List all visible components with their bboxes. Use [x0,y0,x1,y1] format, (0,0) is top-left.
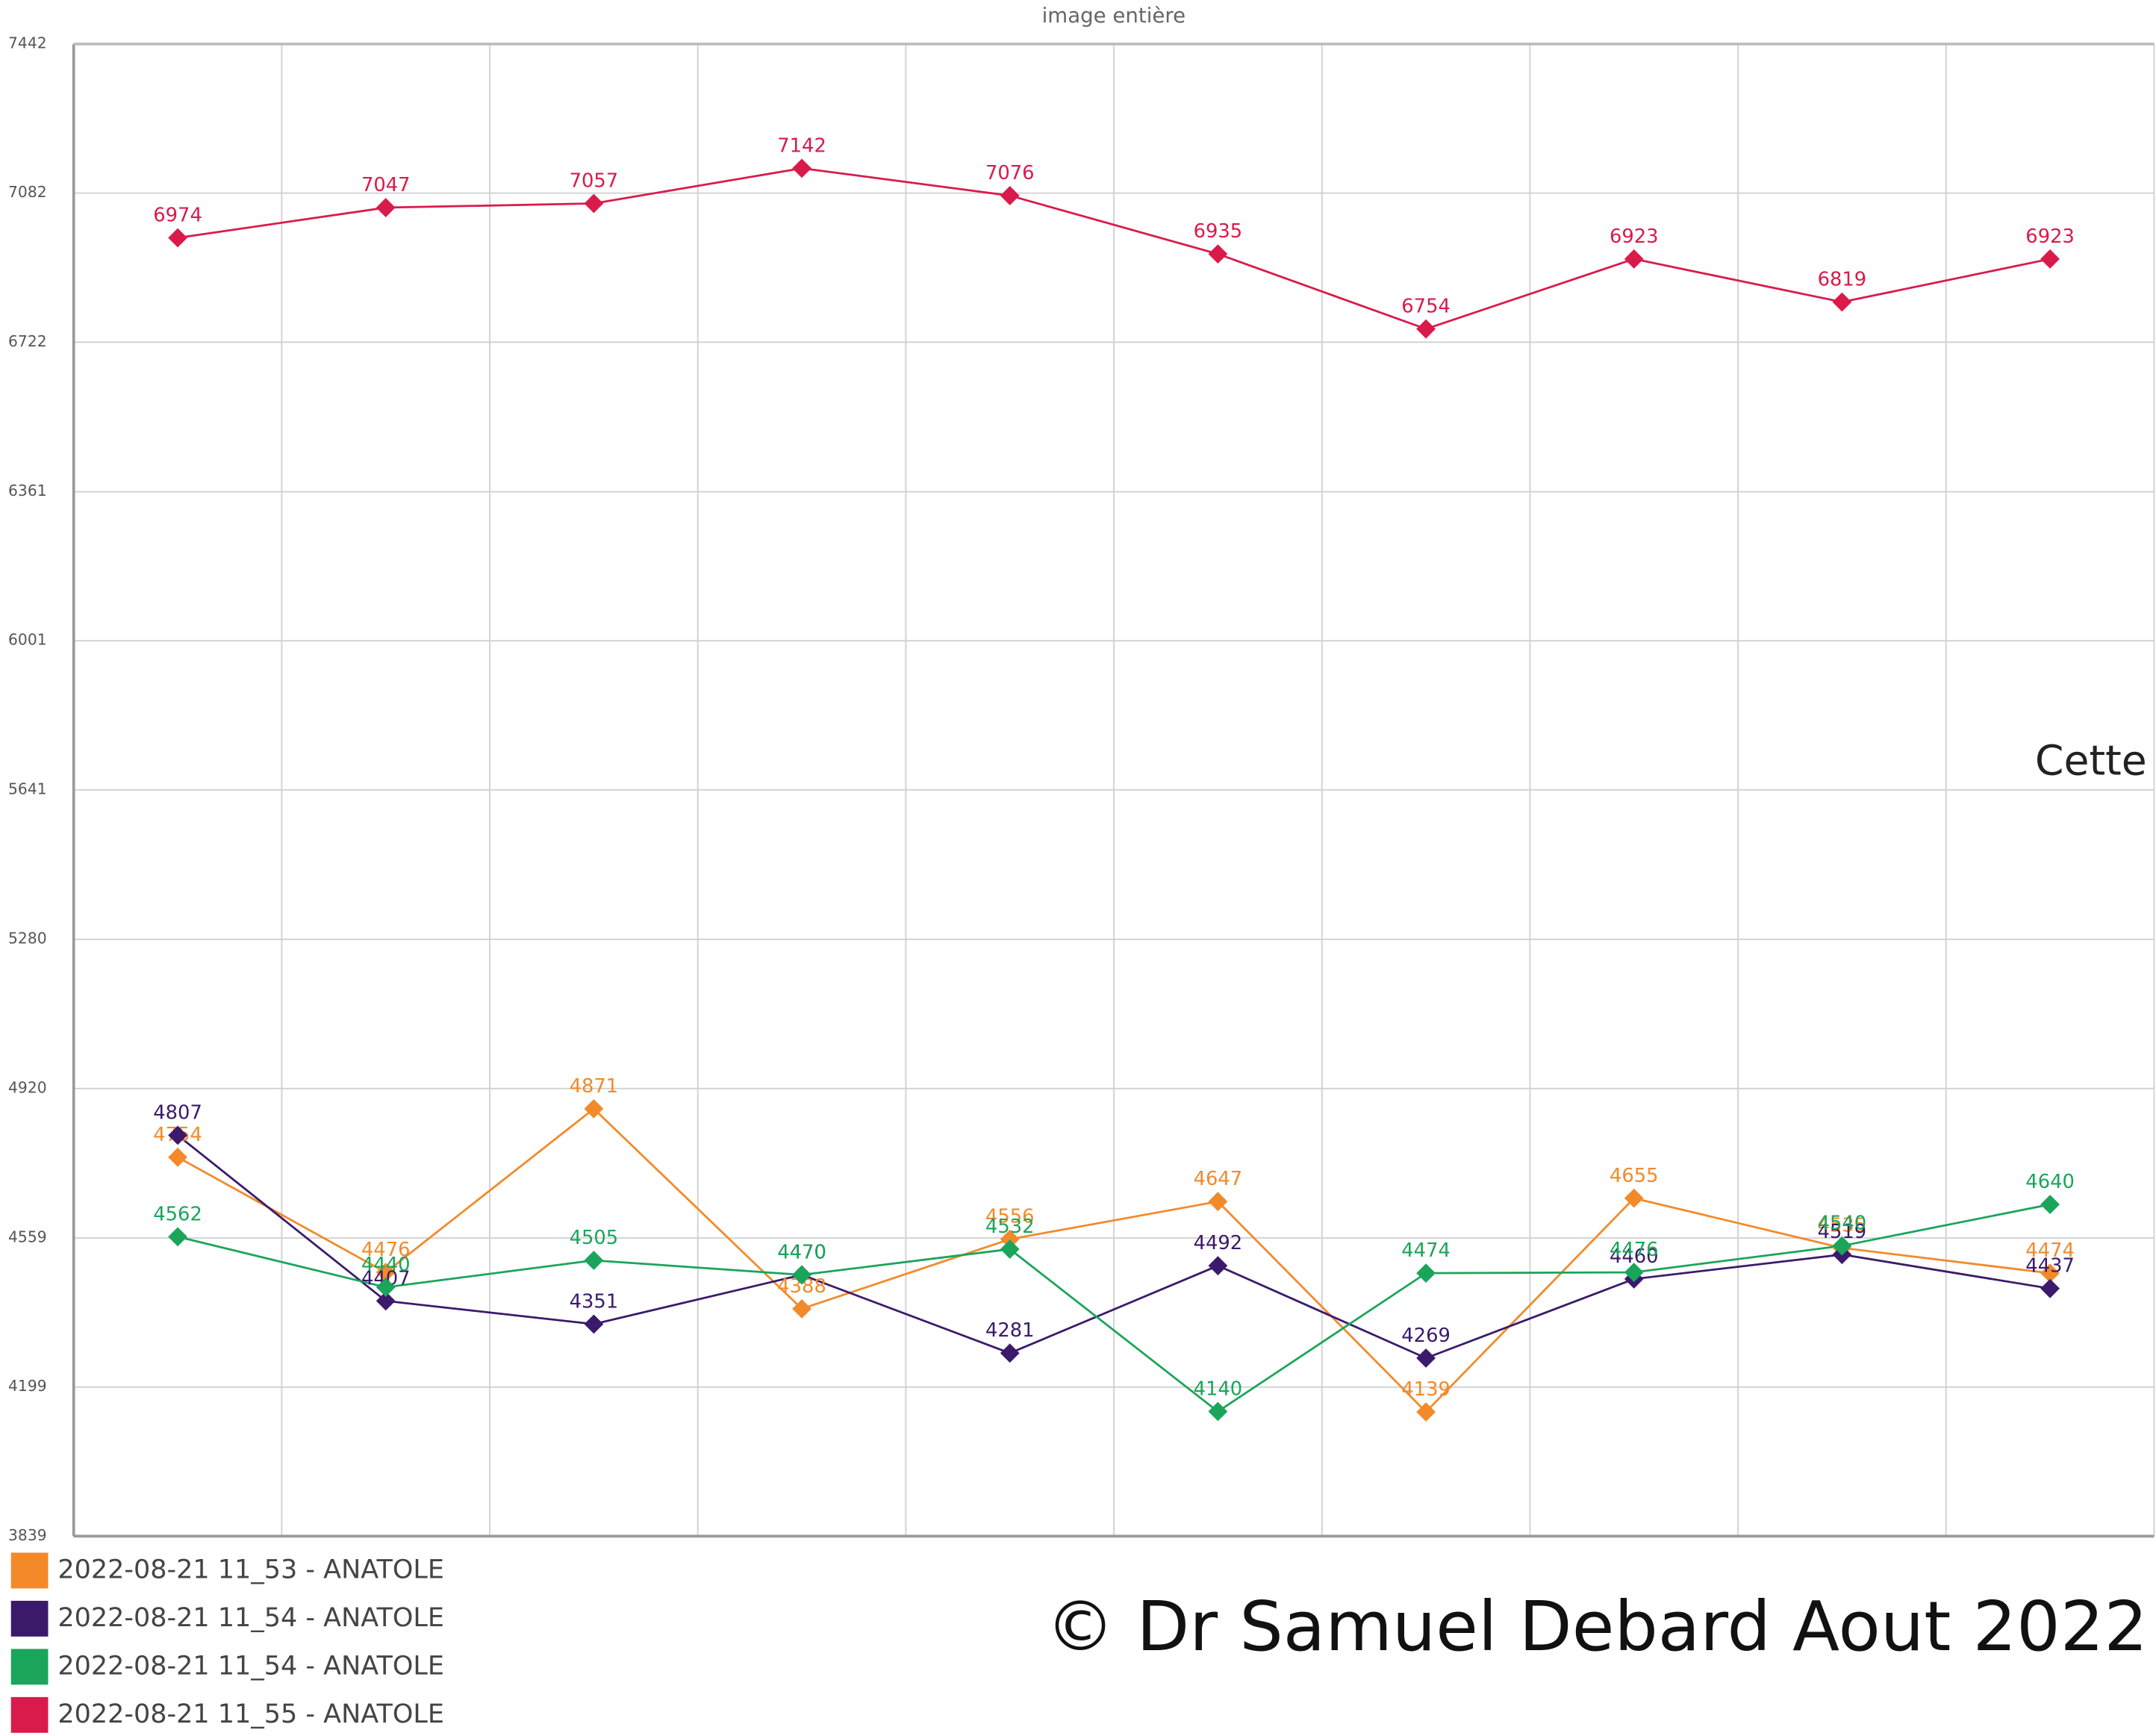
y-tick-label: 4920 [8,1078,47,1096]
y-tick-label: 5641 [8,780,47,797]
point-marker [1416,1402,1436,1422]
data-label: 4562 [153,1203,202,1225]
point-marker [792,158,811,178]
data-label: 4440 [361,1254,411,1276]
point-marker [1416,319,1436,339]
data-label: 6754 [1401,296,1451,318]
point-marker [584,193,604,214]
point-marker [376,1278,396,1297]
data-label: 4474 [2025,1239,2075,1262]
plot: 3839 4199 4559 4920 5280 5641 6001 6361 6722 7082… [8,34,2155,1544]
data-label: 7057 [570,170,619,193]
data-label: 4470 [777,1241,826,1263]
data-label: 4492 [1194,1232,1243,1254]
point-marker [2040,1263,2060,1284]
point-marker [584,1314,604,1334]
data-label: 4540 [1818,1213,1867,1235]
data-label: 4470 [777,1241,826,1263]
data-label: 4535 [1818,1214,1867,1236]
point-marker [1208,244,1228,264]
data-label: 4139 [1401,1378,1451,1401]
y-tick-label: 4199 [8,1377,47,1395]
series-line [177,1107,2051,1413]
data-label: 4437 [2025,1255,2075,1278]
point-marker [1000,186,1020,205]
point-marker [792,1298,811,1319]
data-label: 6819 [1818,269,1867,291]
data-label: 6923 [2025,225,2075,248]
legend-swatch [10,1552,49,1589]
data-label: 4505 [570,1227,619,1249]
point-marker [1624,1263,1644,1282]
series-line [177,167,2051,331]
legend-label: 2022-08-21 11_54 - ANATOLE [57,1603,444,1633]
data-label: 6974 [153,205,202,227]
point-marker [1208,1401,1228,1422]
data-label: 7047 [361,174,411,196]
y-tick-label: 6722 [8,332,47,350]
point-marker [1624,249,1644,269]
y-tick-label: 5280 [8,930,47,948]
annotation: Cette [2035,737,2147,785]
data-label: 6935 [1194,220,1243,243]
point-marker [2040,249,2060,269]
point-marker [584,1251,604,1270]
legend-swatch [10,1649,49,1685]
point-marker [792,1265,811,1285]
copyright: © Dr Samuel Debard Aout 2022 [1046,1587,2148,1667]
point-marker [168,1227,187,1247]
legend-label: 2022-08-21 11_55 - ANATOLE [57,1699,444,1729]
y-tick-label: 7082 [8,183,47,201]
point-marker [376,1263,396,1282]
data-label: 4351 [570,1290,619,1313]
data-label: 4655 [1610,1165,1659,1187]
point-marker [376,198,396,217]
legend-swatch [10,1696,49,1733]
y-tick-label: 4559 [8,1228,47,1246]
data-label: 7142 [777,134,826,157]
point-marker [1832,1236,1852,1256]
data-label: 6923 [1610,225,1659,248]
point-marker [1000,1343,1020,1363]
data-label: 7076 [985,162,1035,184]
data-label: 4647 [1194,1168,1243,1190]
data-label: 4269 [1401,1325,1451,1347]
data-label: 4476 [1610,1239,1659,1261]
point-marker [168,1147,187,1167]
data-label: 4476 [361,1239,411,1261]
point-marker [1208,1256,1228,1276]
point-marker [1416,1263,1436,1284]
legend-label: 2022-08-21 11_53 - ANATOLE [57,1555,444,1584]
data-label: 4556 [985,1206,1035,1228]
data-label: 4532 [985,1216,1035,1238]
legend-label: 2022-08-21 11_54 - ANATOLE [57,1651,444,1681]
series-line [177,1203,2051,1413]
data-label: 4281 [985,1319,1035,1342]
y-tick-label: 6001 [8,631,47,649]
point-marker [1624,1188,1644,1208]
data-label: 4871 [570,1075,619,1098]
y-tick-label: 3839 [8,1526,47,1544]
chart-title: image entière [1042,3,1186,28]
legend-swatch [10,1600,49,1637]
y-tick-label: 7442 [8,34,47,52]
data-label: 4474 [1401,1239,1451,1262]
data-label: 4807 [153,1101,202,1124]
point-marker [1416,1348,1436,1368]
y-tick-label: 6361 [8,482,47,500]
data-label: 4140 [1194,1378,1243,1400]
point-marker [1832,292,1852,312]
data-label: 4640 [2025,1171,2075,1193]
point-marker [2040,1278,2060,1298]
point-marker [168,228,187,248]
point-marker [2040,1195,2060,1214]
series-line [177,1134,2051,1360]
